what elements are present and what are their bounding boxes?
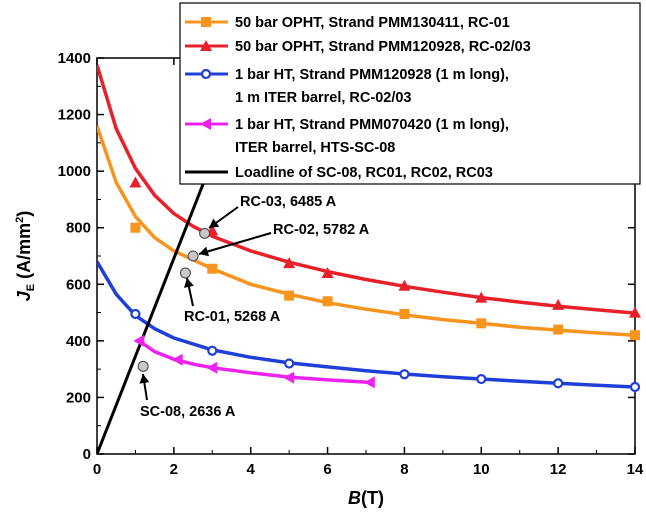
data-point-series-3: [476, 373, 487, 385]
data-point-series-4: [283, 371, 295, 384]
y-tick-label: 1000: [58, 163, 91, 180]
data-point-series-1: [553, 324, 564, 335]
y-tick-label: 400: [66, 333, 91, 350]
intersection-label: RC-03, 6485 A: [240, 194, 337, 210]
intersection-point: [199, 227, 211, 239]
intersection-point: [187, 250, 199, 262]
data-point-series-3: [130, 308, 141, 320]
intersection-point: [137, 360, 149, 372]
annotation-arrowhead: [183, 278, 194, 288]
intersection-label: RC-02, 5782 A: [273, 222, 370, 238]
intersection-label: RC-01, 5268 A: [184, 309, 281, 325]
annotation-arrowhead: [199, 246, 210, 257]
x-axis-label: B(T): [348, 488, 384, 508]
annotation-arrowhead: [209, 218, 220, 228]
data-point-series-4: [206, 361, 218, 374]
series-line-2: [97, 64, 635, 315]
legend-entry-5: Loadline of SC-08, RC01, RC02, RC03: [235, 165, 493, 181]
legend-marker-3: [200, 68, 212, 80]
y-tick-label: 1200: [58, 107, 91, 124]
data-point-series-1: [207, 263, 218, 274]
data-point-series-1: [399, 308, 410, 319]
legend-entry-1: 50 bar OPHT, Strand PMM130411, RC-01: [235, 15, 510, 31]
y-tick-label: 0: [83, 446, 91, 463]
data-point-series-2: [475, 291, 488, 303]
data-point-series-2: [629, 306, 641, 318]
x-tick-label: 6: [323, 461, 331, 478]
legend-entry-2: 50 bar OPHT, Strand PMM120928, RC-02/03: [235, 39, 531, 55]
series-line-4: [138, 339, 370, 385]
data-point-series-3: [553, 378, 564, 389]
data-point-series-4: [363, 376, 375, 389]
data-point-series-1: [130, 222, 141, 233]
data-point-series-4: [133, 334, 145, 347]
x-tick-label: 2: [170, 461, 178, 478]
intersection-point: [179, 267, 191, 279]
x-tick-label: 14: [627, 461, 644, 478]
y-tick-label: 600: [66, 276, 91, 293]
data-point-series-2: [552, 298, 565, 310]
data-point-series-1: [476, 318, 487, 329]
legend-entry-3: 1 bar HT, Strand PMM120928 (1 m long), 1 …: [235, 67, 509, 106]
data-point-series-1: [630, 330, 640, 341]
y-tick-label: 200: [66, 389, 91, 406]
y-tick-label: 800: [66, 220, 91, 237]
legend-marker-4: [200, 118, 211, 130]
y-tick-label: 1400: [58, 50, 91, 67]
legend-entry-4: 1 bar HT, Strand PMM070420 (1 m long), IT…: [235, 117, 509, 156]
data-point-series-2: [321, 266, 334, 278]
legend-marker-2: [200, 40, 212, 51]
data-point-series-3: [629, 381, 641, 393]
legend-marker-1: [201, 17, 211, 27]
data-point-series-3: [207, 345, 218, 356]
x-tick-label: 4: [247, 461, 256, 478]
intersection-label: SC-08, 2636 A: [140, 404, 236, 420]
y-axis-label: JE (A/mm2): [14, 211, 37, 302]
annotation-arrowhead: [139, 374, 150, 384]
annotation-arrow: [198, 232, 272, 255]
x-tick-label: 10: [473, 461, 490, 478]
legend-box: [179, 2, 641, 185]
data-point-series-1: [284, 290, 295, 301]
x-tick-label: 8: [400, 461, 408, 478]
data-point-series-2: [283, 257, 296, 269]
data-point-series-2: [129, 176, 142, 188]
data-point-series-3: [399, 369, 410, 380]
data-point-series-3: [284, 358, 295, 369]
data-point-series-2: [398, 279, 411, 291]
data-point-series-4: [171, 353, 183, 366]
x-tick-label: 0: [93, 461, 101, 478]
x-tick-label: 12: [550, 461, 567, 478]
data-point-series-1: [322, 296, 333, 307]
